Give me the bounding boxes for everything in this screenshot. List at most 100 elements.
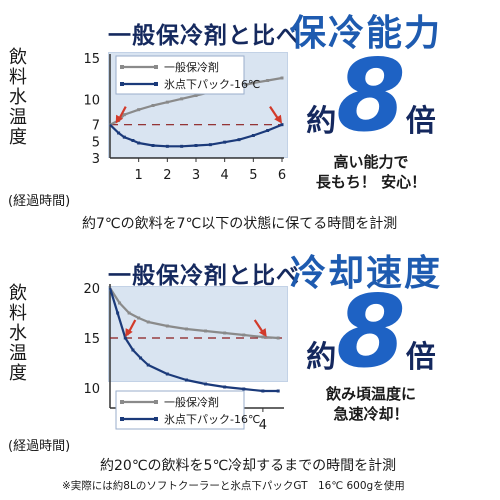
x-tick-label: 2 [163, 168, 171, 183]
legend-swatch-end [154, 82, 158, 86]
series-line-1 [109, 287, 279, 340]
x-tick-label: 4 [259, 418, 267, 433]
series-2-point [131, 139, 135, 142]
x-axis-caption: (経過時間) [8, 194, 71, 209]
promo-prefix: 約 [306, 104, 337, 139]
section-heading-prefix: 一般保冷剤と比べ [108, 263, 300, 289]
promo-tagline: 飲み頃温度に 急速冷却！ [325, 385, 416, 423]
series-2-point [117, 131, 121, 135]
series-1-point [223, 331, 227, 335]
series-2-point [204, 382, 208, 386]
series-2-point [116, 311, 120, 315]
x-tick-label: 6 [278, 168, 286, 183]
series-2-point [131, 348, 135, 352]
y-tick-label: 3 [92, 152, 100, 167]
marker-arrowhead [274, 114, 282, 124]
series-2-point [280, 123, 284, 127]
legend-label: 氷点下パック-16℃ [164, 78, 260, 91]
series-1-point [151, 104, 155, 107]
series-1-point [266, 79, 270, 82]
footnote: ※実際には約8Lのソフトクーラーと氷点下パックGT 16℃ 600gを使用 [62, 480, 405, 492]
cooling-retention-section: 一般保冷剤と比べ 保冷能力 飲 料 水 温 度 3 5 7 10 15 1 2 3 4 5 6 一般保… [0, 0, 500, 248]
series-line-2 [109, 123, 283, 148]
marker-arrowhead [258, 328, 267, 337]
series-2-point [122, 135, 126, 139]
series-2-point [184, 378, 188, 382]
y-axis-label: 飲 料 水 温 度 [9, 47, 27, 148]
section-heading-main: 冷却速度 [290, 253, 443, 294]
series-1-point [165, 324, 169, 328]
legend-swatch-end [120, 65, 124, 69]
legend-label: 氷点下パック-16℃ [164, 413, 260, 426]
promo-number: 8 [336, 37, 406, 154]
marker-arrowhead [125, 328, 133, 337]
promo-prefix: 約 [306, 340, 337, 375]
series-1-point [280, 76, 284, 80]
series-1-point [146, 320, 150, 324]
series-1-point [165, 100, 169, 104]
series-1-point [180, 97, 184, 101]
y-tick-label: 15 [83, 332, 100, 347]
series-1-point [261, 335, 265, 339]
measurement-caption: 約20℃の飲料を5℃冷却するまでの時間を計測 [100, 458, 397, 474]
legend-swatch-end [154, 417, 158, 421]
series-2-point [251, 134, 255, 137]
y-tick-label: 5 [92, 135, 100, 150]
chart-plot-area [108, 286, 288, 382]
series-2-point [151, 144, 155, 147]
series-1-point [118, 301, 122, 305]
section-heading-main: 保冷能力 [290, 13, 443, 54]
legend-swatch-end [120, 417, 124, 421]
series-2-point [276, 389, 280, 393]
series-2-point [139, 356, 143, 360]
y-tick-label: 7 [92, 119, 100, 134]
promo-tagline: 高い能力で 長もち！ 安心！ [315, 153, 427, 191]
legend-box [115, 55, 245, 95]
series-1-point [242, 333, 246, 337]
series-1-point [251, 81, 255, 85]
x-tick-label: 1 [135, 168, 143, 183]
series-2-point [261, 389, 265, 393]
series-2-point [165, 144, 169, 148]
series-1-point [194, 94, 198, 97]
marker-arrowhead [115, 114, 124, 124]
series-2-point [137, 141, 141, 145]
series-line-1 [109, 76, 283, 126]
y-tick-label: 15 [83, 52, 100, 67]
y-axis-label: 飲 料 水 温 度 [9, 283, 27, 384]
promo-number: 8 [336, 273, 406, 390]
series-1-point [127, 311, 131, 315]
x-axis-caption: (経過時間) [8, 439, 71, 454]
series-2-point [194, 144, 198, 147]
series-2-point [123, 336, 127, 340]
series-2-point [146, 363, 150, 367]
x-tick-label: 5 [249, 168, 257, 183]
series-2-point [242, 387, 246, 391]
legend-box [115, 390, 245, 430]
legend-label: 一般保冷剤 [164, 395, 219, 409]
series-2-point [165, 372, 169, 376]
y-tick-label: 10 [83, 94, 100, 109]
legend-swatch-end [120, 82, 124, 86]
measurement-caption: 約7℃の飲料を7℃以下の状態に保てる時間を計測 [82, 216, 398, 232]
legend-label: 一般保冷剤 [164, 60, 219, 74]
series-1-point [122, 113, 126, 117]
cooling-speed-section: 一般保冷剤と比べ 冷却速度 飲 料 水 温 度 1015201234一般保冷剤氷… [0, 248, 500, 500]
promo-suffix: 倍 [405, 340, 436, 375]
promo-suffix: 倍 [405, 104, 436, 139]
series-1-point [184, 327, 188, 331]
series-2-point [223, 385, 227, 389]
legend-swatch-end [154, 400, 158, 404]
legend-swatch-end [154, 65, 158, 69]
y-tick-label: 20 [83, 282, 100, 297]
series-2-point [266, 129, 270, 132]
series-line-2 [108, 287, 279, 393]
x-tick-label: 3 [192, 168, 200, 183]
series-1-point [204, 329, 208, 333]
series-1-point [137, 108, 141, 112]
series-2-point [208, 143, 212, 147]
series-1-point [276, 336, 280, 340]
cooling-speed-line-chart: 1015201234一般保冷剤氷点下パック-16℃ [83, 282, 284, 433]
promo-badge: 約8倍 高い能力で 長もち！ 安心！ [292, 37, 450, 212]
